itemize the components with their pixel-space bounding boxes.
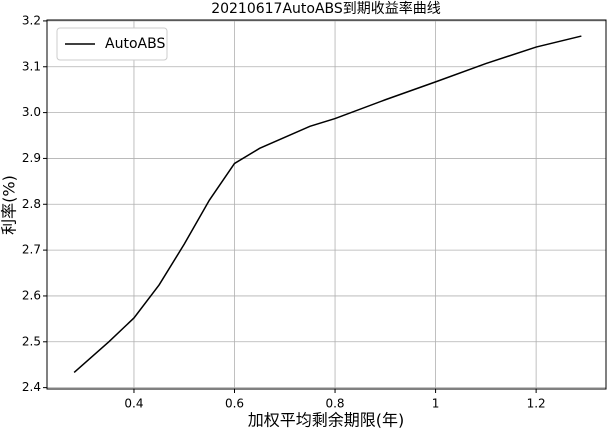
y-tick-label: 2.4 — [22, 380, 41, 394]
y-tick-label: 2.7 — [22, 243, 41, 257]
x-tick-label: 1.2 — [527, 397, 546, 411]
data-line — [73, 35, 582, 374]
legend-box — [56, 27, 168, 61]
y-tick-label: 2.8 — [22, 197, 41, 211]
y-tick-label: 2.5 — [22, 334, 41, 348]
x-axis-label: 加权平均剩余期限(年) — [248, 411, 405, 430]
y-tick-label: 2.6 — [22, 288, 41, 302]
chart-title: 20210617AutoABS到期收益率曲线 — [211, 0, 441, 17]
x-tick-label: 0.4 — [124, 397, 143, 411]
x-tick-label: 0.8 — [325, 397, 344, 411]
y-tick-label: 3.1 — [22, 59, 41, 73]
y-axis-label: 利率(%) — [0, 175, 19, 235]
y-tick-label: 3.0 — [22, 105, 41, 119]
y-tick-label: 2.9 — [22, 151, 41, 165]
x-tick-label: 0.6 — [225, 397, 244, 411]
legend-label: AutoABS — [105, 36, 165, 52]
y-tick-label: 3.2 — [22, 13, 41, 27]
x-tick-label: 1 — [432, 397, 440, 411]
plot-frame — [46, 19, 607, 390]
